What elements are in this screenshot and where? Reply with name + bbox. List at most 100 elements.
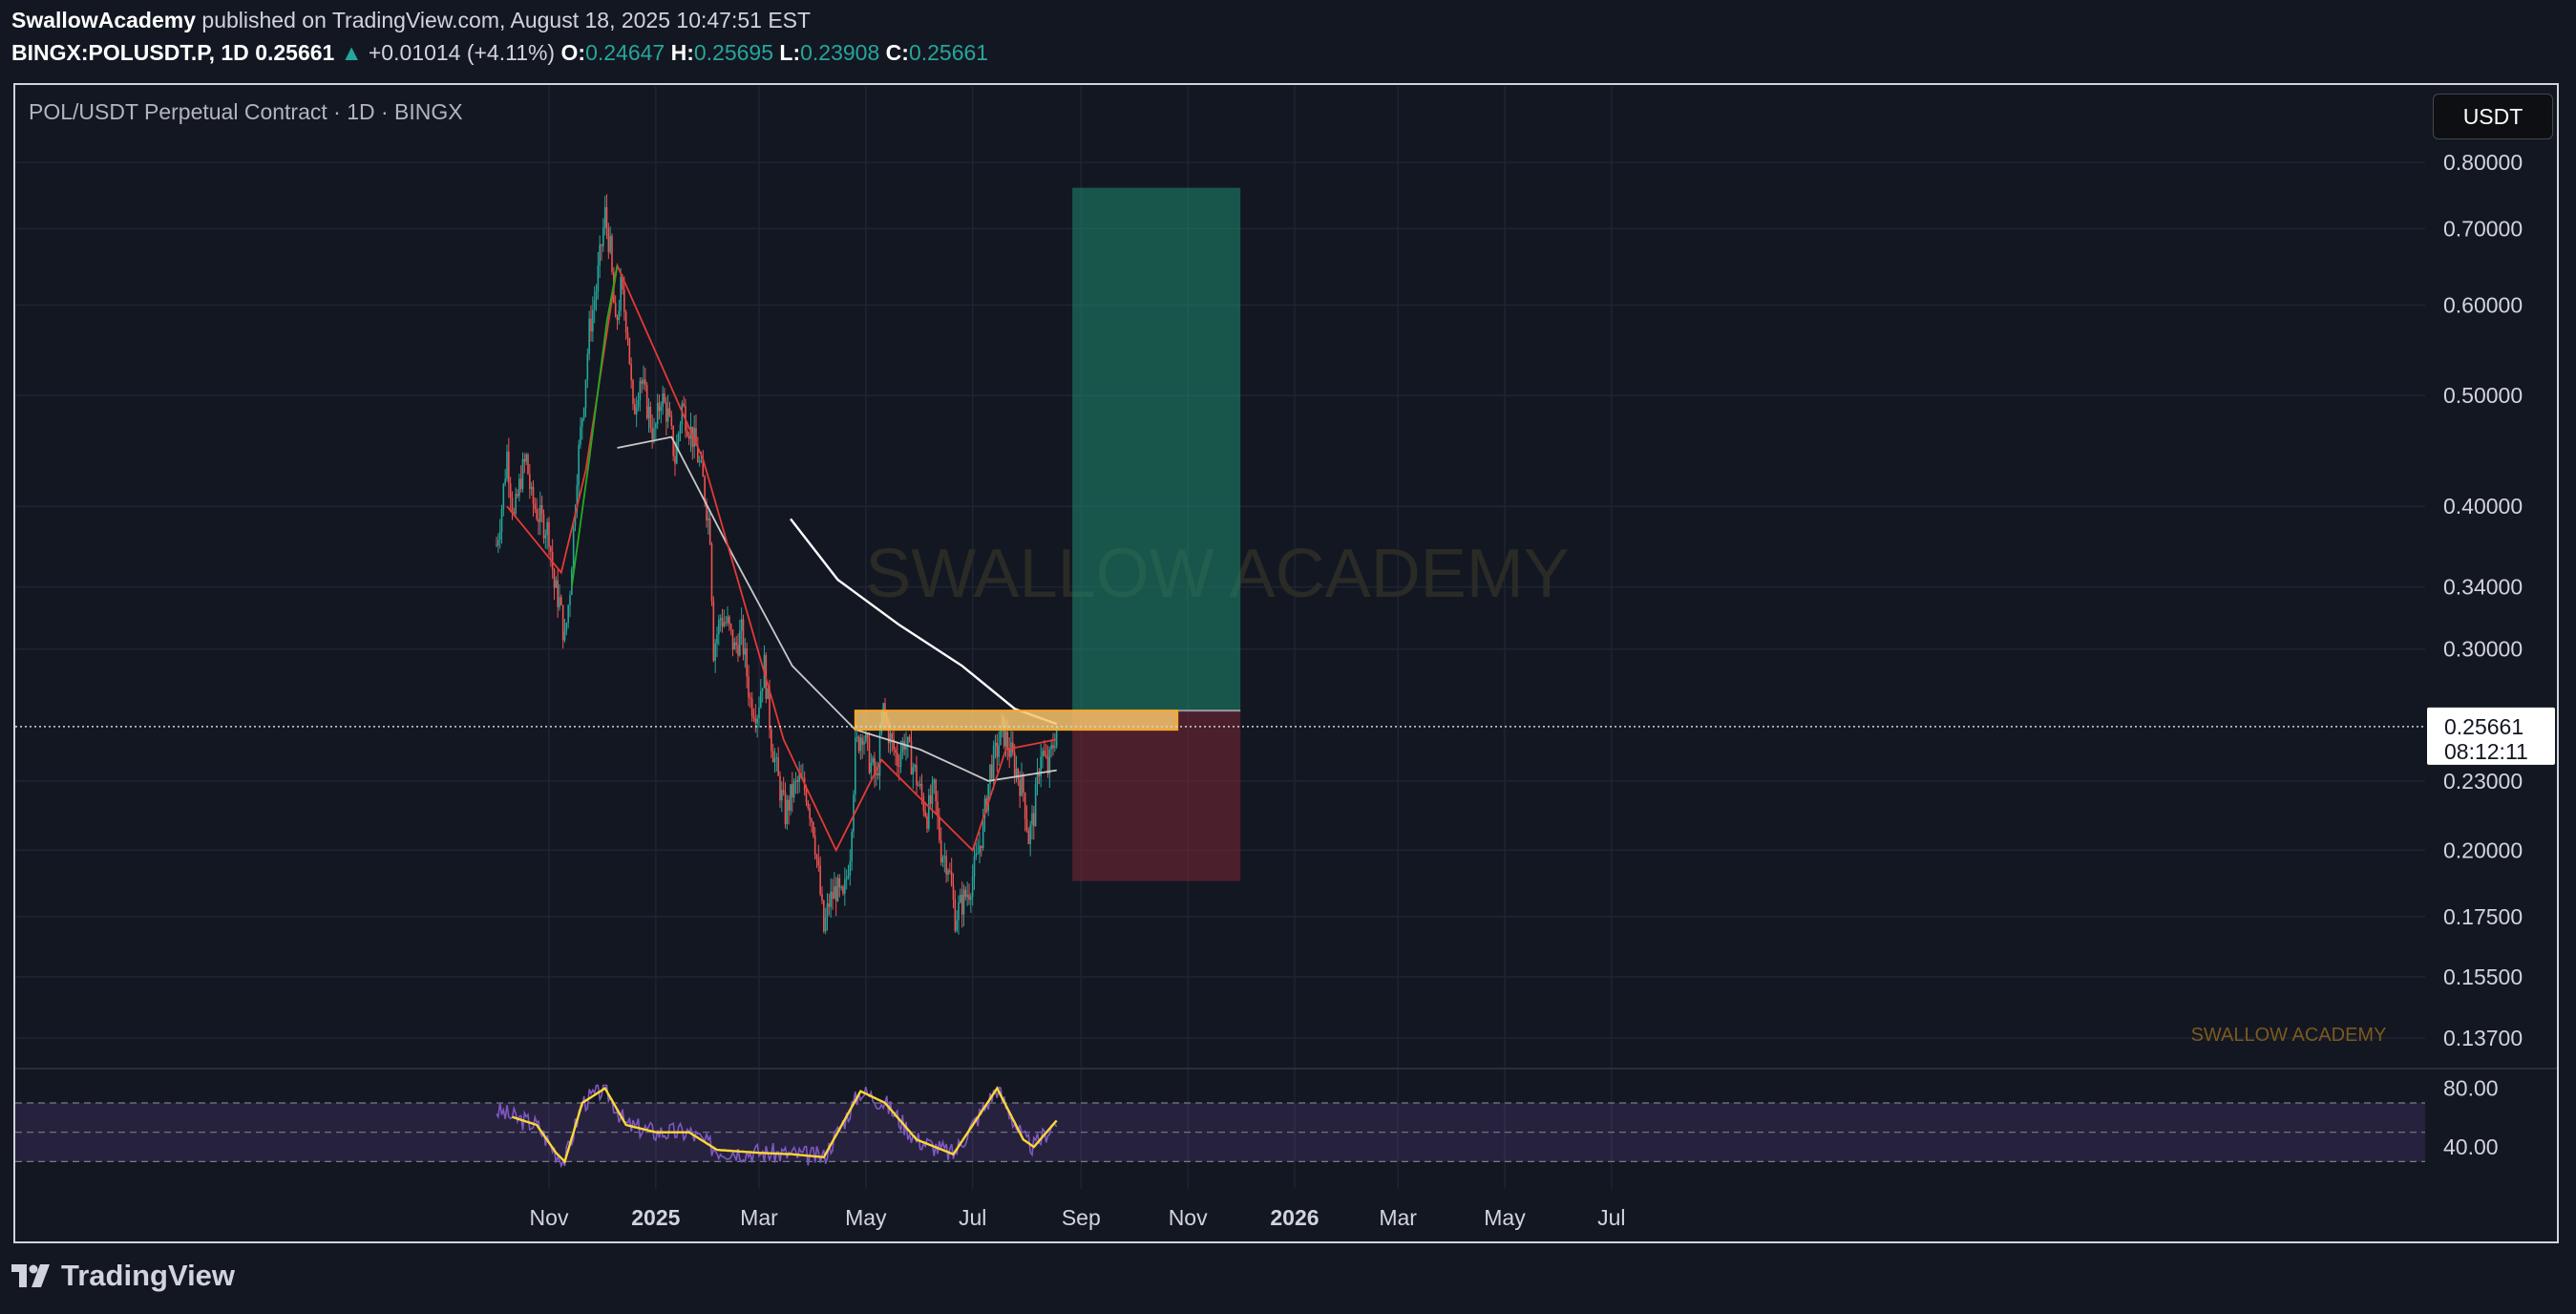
candle-body <box>979 845 981 854</box>
candle-body <box>553 569 556 588</box>
price-tick-label: 0.17500 <box>2443 904 2523 929</box>
time-tick-label: Jul <box>959 1205 986 1230</box>
candle-body <box>637 400 640 408</box>
candle-body <box>498 532 501 540</box>
candle-body <box>539 504 541 522</box>
candle-body <box>907 736 909 746</box>
rsi-tick-label: 40.00 <box>2443 1134 2499 1159</box>
candle-body <box>1021 774 1023 796</box>
candle-body <box>857 736 860 752</box>
candle-body <box>616 317 619 321</box>
candle-body <box>666 408 669 422</box>
candle-body <box>924 811 926 816</box>
candle-body <box>788 799 790 811</box>
candle-body <box>683 403 685 407</box>
candle-body <box>679 424 682 434</box>
candle-body <box>868 738 871 774</box>
candle-body <box>982 817 984 849</box>
tradingview-logo[interactable]: TradingView <box>11 1259 235 1293</box>
candle-body <box>611 236 613 272</box>
high-label: H: <box>670 40 694 65</box>
candle-body <box>874 757 876 775</box>
candle-body <box>790 784 792 811</box>
candle-body <box>750 697 751 699</box>
candle-body <box>718 620 720 635</box>
candle-body <box>706 501 707 520</box>
candle-body <box>971 876 974 898</box>
candle-body <box>897 752 898 767</box>
candle-body <box>901 740 904 753</box>
candle-body <box>700 460 703 462</box>
candle-body <box>815 855 818 859</box>
candle-body <box>983 798 986 818</box>
candle-body <box>987 783 989 812</box>
candle-body <box>863 741 865 745</box>
candle-body <box>966 894 968 898</box>
candle-body <box>518 478 520 497</box>
candle-body <box>567 604 569 624</box>
candle-body <box>623 289 625 312</box>
candle-body <box>947 870 949 875</box>
candle-body <box>517 494 518 497</box>
candle-body <box>550 546 552 552</box>
watermark-corner: SWALLOW ACADEMY <box>2191 1025 2387 1046</box>
candle-body <box>576 485 579 512</box>
publish-line: SwallowAcademy published on TradingView.… <box>11 8 811 33</box>
price-tick-label: 0.60000 <box>2443 292 2523 317</box>
candle-body <box>508 451 510 484</box>
candle-body <box>708 518 711 544</box>
candle-body <box>872 757 874 763</box>
candle-body <box>665 402 667 422</box>
candle-body <box>521 458 524 489</box>
candle-body <box>845 877 848 880</box>
candle-body <box>677 433 680 443</box>
candle-body <box>937 801 939 816</box>
candle-body <box>851 831 853 861</box>
candle-body <box>782 790 785 793</box>
candle-body <box>739 630 741 656</box>
candle-body <box>905 745 907 750</box>
change-arrow: ▲ <box>340 40 363 65</box>
candle-body <box>992 746 995 779</box>
candle-body <box>580 426 581 445</box>
candle-body <box>796 780 799 782</box>
author-name[interactable]: SwallowAcademy <box>11 8 197 32</box>
price-tick-label: 0.30000 <box>2443 637 2523 662</box>
open-value: 0.24647 <box>585 40 665 65</box>
candle-body <box>649 407 652 429</box>
candle-body <box>626 332 629 338</box>
candle-body <box>660 407 663 412</box>
close-value: 0.25661 <box>908 40 989 65</box>
candle-body <box>712 601 715 661</box>
chart-frame[interactable] <box>13 83 2559 1243</box>
change-value: +0.01014 (+4.11%) <box>368 40 556 65</box>
candle-body <box>771 751 774 763</box>
candle-body <box>602 227 604 246</box>
price-tick-label: 0.23000 <box>2443 769 2523 794</box>
candle-body <box>893 738 895 750</box>
candle-body <box>656 402 659 425</box>
candle-body <box>996 742 999 757</box>
candle-body <box>1055 727 1058 747</box>
candle-body <box>548 521 550 547</box>
candle-body <box>821 894 823 901</box>
candle-body <box>920 783 923 796</box>
price-tick-label: 0.50000 <box>2443 383 2523 408</box>
candle-body <box>952 885 955 900</box>
high-value: 0.25695 <box>693 40 774 65</box>
candle-body <box>704 477 706 502</box>
candle-body <box>595 291 598 301</box>
candle-body <box>561 604 564 641</box>
candle-body <box>784 792 787 825</box>
candle-body <box>939 816 940 840</box>
candle-body <box>702 460 705 477</box>
candle-body <box>1025 818 1028 831</box>
candle-body <box>775 757 778 759</box>
ema-fast-line <box>570 265 619 587</box>
candle-body <box>853 795 855 832</box>
candle-body <box>954 899 957 931</box>
candle-body <box>500 508 503 533</box>
candle-body <box>823 900 825 932</box>
currency-button[interactable]: USDT <box>2433 94 2553 139</box>
